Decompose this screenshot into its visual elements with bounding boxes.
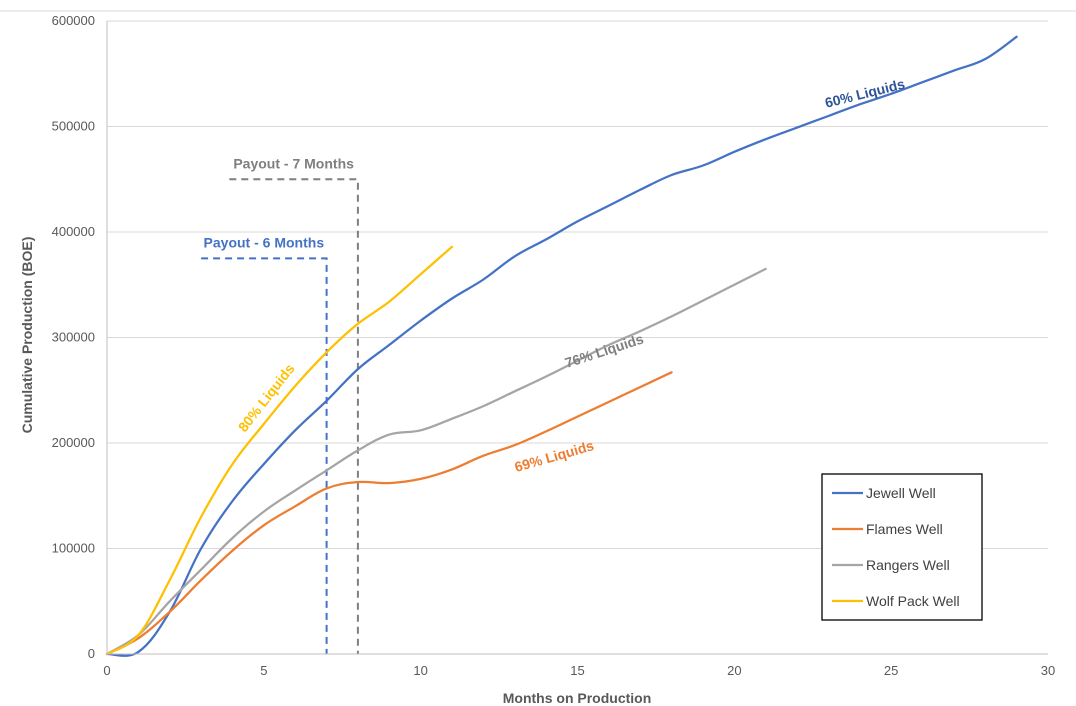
- legend: Jewell Well Flames Well Rangers Well Wolf P…: [821, 473, 983, 621]
- y-tick-label: 0: [88, 646, 95, 661]
- series-line: [105, 371, 673, 656]
- y-tick-label: 400000: [52, 224, 95, 239]
- payout-line: [229, 178, 359, 654]
- legend-label: Rangers Well: [866, 557, 950, 573]
- x-tick-label: 15: [570, 663, 584, 678]
- tick-labels: 0 100000 200000 300000 400000 500000 600000 0 5 1…: [52, 13, 1056, 678]
- y-axis-title: Cumulative Production (BOE): [19, 237, 35, 434]
- payout-line: [201, 257, 328, 654]
- payout-label: Payout - 6 Months: [204, 234, 325, 250]
- legend-label: Flames Well: [866, 521, 943, 537]
- x-tick-label: 0: [103, 663, 110, 678]
- series-line: [105, 245, 454, 656]
- series-line: [105, 267, 767, 656]
- y-tick-label: 500000: [52, 119, 95, 134]
- x-tick-label: 10: [413, 663, 427, 678]
- series-lines: [105, 35, 1018, 657]
- axes: [106, 21, 1048, 655]
- gridlines: [107, 20, 1048, 549]
- payout-label: Payout - 7 Months: [233, 155, 354, 171]
- x-tick-label: 25: [884, 663, 898, 678]
- x-tick-label: 5: [260, 663, 267, 678]
- reference-lines: Payout - 6 Months Payout - 7 Months: [201, 155, 359, 654]
- y-tick-label: 600000: [52, 13, 95, 28]
- x-tick-label: 20: [727, 663, 741, 678]
- series-line: [105, 35, 1018, 657]
- legend-label: Jewell Well: [866, 485, 936, 501]
- x-axis-title: Months on Production: [503, 690, 652, 706]
- legend-box: [821, 473, 983, 621]
- legend-label: Wolf Pack Well: [866, 593, 960, 609]
- y-tick-label: 200000: [52, 435, 95, 450]
- x-tick-label: 30: [1041, 663, 1055, 678]
- y-tick-label: 300000: [52, 330, 95, 345]
- y-tick-label: 100000: [52, 541, 95, 556]
